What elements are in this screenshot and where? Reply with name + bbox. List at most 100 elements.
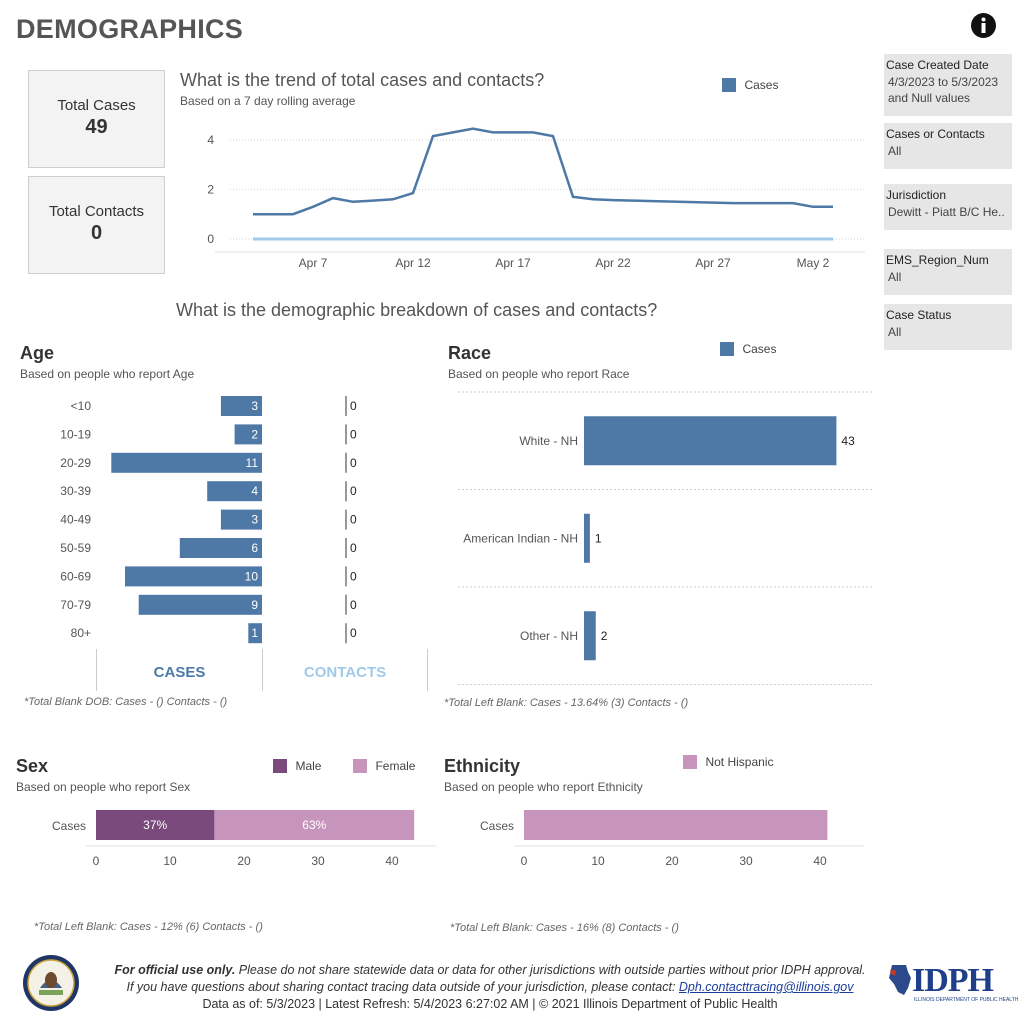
- sex-x-tick-label: 0: [93, 854, 100, 868]
- race-subtitle: Based on people who report Race: [448, 367, 630, 381]
- filter-title: Jurisdiction: [886, 188, 947, 202]
- idph-logo-subtext: ILLINOIS DEPARTMENT OF PUBLIC HEALTH: [914, 997, 1019, 1003]
- footer-official-use: For official use only.: [114, 963, 236, 977]
- age-tab-divider: [427, 649, 428, 691]
- sex-female-bar: [214, 810, 415, 840]
- male-legend-label: Male: [295, 758, 322, 773]
- idph-logo: IDPH ILLINOIS DEPARTMENT OF PUBLIC HEALT…: [884, 962, 1018, 1006]
- ethnicity-footnote: *Total Left Blank: Cases - 16% (8) Conta…: [450, 922, 679, 934]
- ethnicity-x-tick-label: 0: [521, 854, 528, 868]
- ethnicity-legend-swatch: [683, 754, 697, 769]
- race-bar-chart: White - NH 43 American Indian - NH 1 Other -…: [458, 391, 872, 685]
- x-tick-label: Apr 17: [495, 256, 531, 270]
- filter-title: Cases or Contacts: [886, 127, 985, 141]
- filter-case-created-date[interactable]: Case Created Date 4/3/2023 to 5/3/2023 a…: [884, 54, 1012, 116]
- trend-legend-label: Cases: [744, 77, 779, 92]
- total-cases-label: Total Cases: [57, 97, 136, 114]
- age-cases-bar: [248, 623, 262, 644]
- sex-title: Sex: [16, 756, 49, 776]
- footer-line3: Data as of: 5/3/2023 | Latest Refresh: 5…: [202, 997, 778, 1011]
- total-cases-value: 49: [85, 116, 108, 138]
- age-category-label: 50-59: [60, 541, 91, 555]
- age-subtitle: Based on people who report Age: [20, 367, 195, 381]
- age-contacts-value-label: 0: [350, 569, 357, 583]
- x-tick-label: Apr 22: [595, 256, 631, 270]
- cases-series-line: [253, 127, 833, 216]
- filter-value: All: [888, 270, 902, 284]
- trend-subtitle: Based on a 7 day rolling average: [180, 94, 356, 108]
- sex-category-label: Cases: [52, 819, 86, 833]
- race-cases-bar: [584, 513, 590, 563]
- sex-legend-female: Female: [353, 757, 415, 775]
- age-cases-value-label: 3: [251, 399, 258, 413]
- sex-x-tick-label: 20: [237, 854, 251, 868]
- age-category-label: 30-39: [60, 484, 91, 498]
- sex-x-tick-label: 10: [163, 854, 177, 868]
- age-contacts-tab[interactable]: CONTACTS: [303, 664, 387, 681]
- y-tick-label: 2: [207, 182, 214, 196]
- filter-value: 4/3/2023 to 5/3/2023 and Null values: [888, 75, 999, 105]
- illinois-map-icon: [889, 965, 911, 995]
- ethnicity-x-tick-label: 30: [739, 854, 753, 868]
- race-legend-swatch: [720, 341, 734, 356]
- age-contacts-value-label: 0: [350, 456, 357, 470]
- trend-line-chart: 0 2 4 Apr 7 Apr 12 Apr 17 Apr 22 Apr 27 May 2: [207, 127, 865, 270]
- age-cases-bar: [111, 452, 262, 473]
- age-cases-value-label: 10: [245, 569, 259, 583]
- x-tick-label: Apr 7: [299, 256, 328, 270]
- age-cases-bar: [125, 566, 262, 587]
- filter-ems-region-num[interactable]: EMS_Region_Num All: [884, 249, 1012, 295]
- age-category-label: 40-49: [60, 513, 91, 527]
- sex-legend-male: Male: [273, 757, 321, 775]
- age-category-label: 60-69: [60, 569, 91, 583]
- race-category-label: American Indian - NH: [463, 531, 578, 545]
- age-title: Age: [20, 343, 55, 363]
- total-contacts-card: Total Contacts 0: [28, 176, 165, 274]
- age-cases-value-label: 11: [246, 456, 259, 470]
- contact-email-link[interactable]: Dph.contacttracing@illinois.gov: [678, 980, 854, 994]
- age-contacts-value-label: 0: [350, 484, 357, 498]
- sex-segment-label: 37%: [143, 818, 167, 832]
- filter-title: Case Created Date: [886, 58, 989, 72]
- age-cases-bar: [207, 481, 262, 502]
- trend-legend: Cases: [722, 76, 778, 94]
- filter-jurisdiction[interactable]: Jurisdiction Dewitt - Piatt B/C He..: [884, 184, 1012, 230]
- race-legend-label: Cases: [742, 341, 777, 356]
- age-cases-value-label: 3: [251, 513, 258, 527]
- race-value-label: 2: [601, 629, 608, 643]
- x-tick-label: Apr 12: [395, 256, 431, 270]
- trend-legend-swatch: [722, 77, 736, 92]
- trend-title: What is the trend of total cases and con…: [180, 70, 545, 90]
- age-cases-value-label: 2: [251, 427, 258, 441]
- filter-cases-or-contacts[interactable]: Cases or Contacts All: [884, 123, 1012, 169]
- age-cases-value-label: 6: [251, 541, 258, 555]
- age-cases-value-label: 4: [251, 484, 258, 498]
- age-contacts-value-label: 0: [350, 513, 357, 527]
- race-footnote: *Total Left Blank: Cases - 13.64% (3) Co…: [444, 697, 689, 709]
- age-contacts-value-label: 0: [350, 399, 357, 413]
- race-legend: Cases: [720, 340, 776, 358]
- info-icon[interactable]: [970, 12, 997, 39]
- age-cases-tab[interactable]: CASES: [153, 664, 206, 681]
- filter-title: EMS_Region_Num: [886, 253, 989, 267]
- sex-x-tick-label: 40: [385, 854, 399, 868]
- sex-male-bar: [96, 810, 215, 840]
- age-contacts-value-label: 0: [350, 598, 357, 612]
- total-contacts-value: 0: [90, 222, 103, 244]
- sex-footnote: *Total Left Blank: Cases - 12% (6) Conta…: [34, 921, 263, 933]
- age-cases-bar: [179, 538, 262, 558]
- female-legend-label: Female: [375, 758, 416, 773]
- footer-line1: Please do not share statewide data or da…: [235, 963, 866, 977]
- race-category-label: White - NH: [519, 434, 578, 448]
- age-tab-divider: [262, 649, 263, 691]
- ethnicity-x-tick-label: 40: [813, 854, 827, 868]
- x-tick-label: May 2: [797, 256, 830, 270]
- female-legend-swatch: [353, 758, 367, 773]
- filter-case-status[interactable]: Case Status All: [884, 304, 1012, 350]
- ethnicity-subtitle: Based on people who report Ethnicity: [444, 780, 643, 794]
- footer-line2: If you have questions about sharing cont…: [126, 980, 679, 994]
- sex-subtitle: Based on people who report Sex: [16, 780, 191, 794]
- ethnicity-category-label: Cases: [480, 819, 514, 833]
- age-cases-value-label: 1: [251, 626, 258, 640]
- age-category-label: 70-79: [60, 598, 91, 612]
